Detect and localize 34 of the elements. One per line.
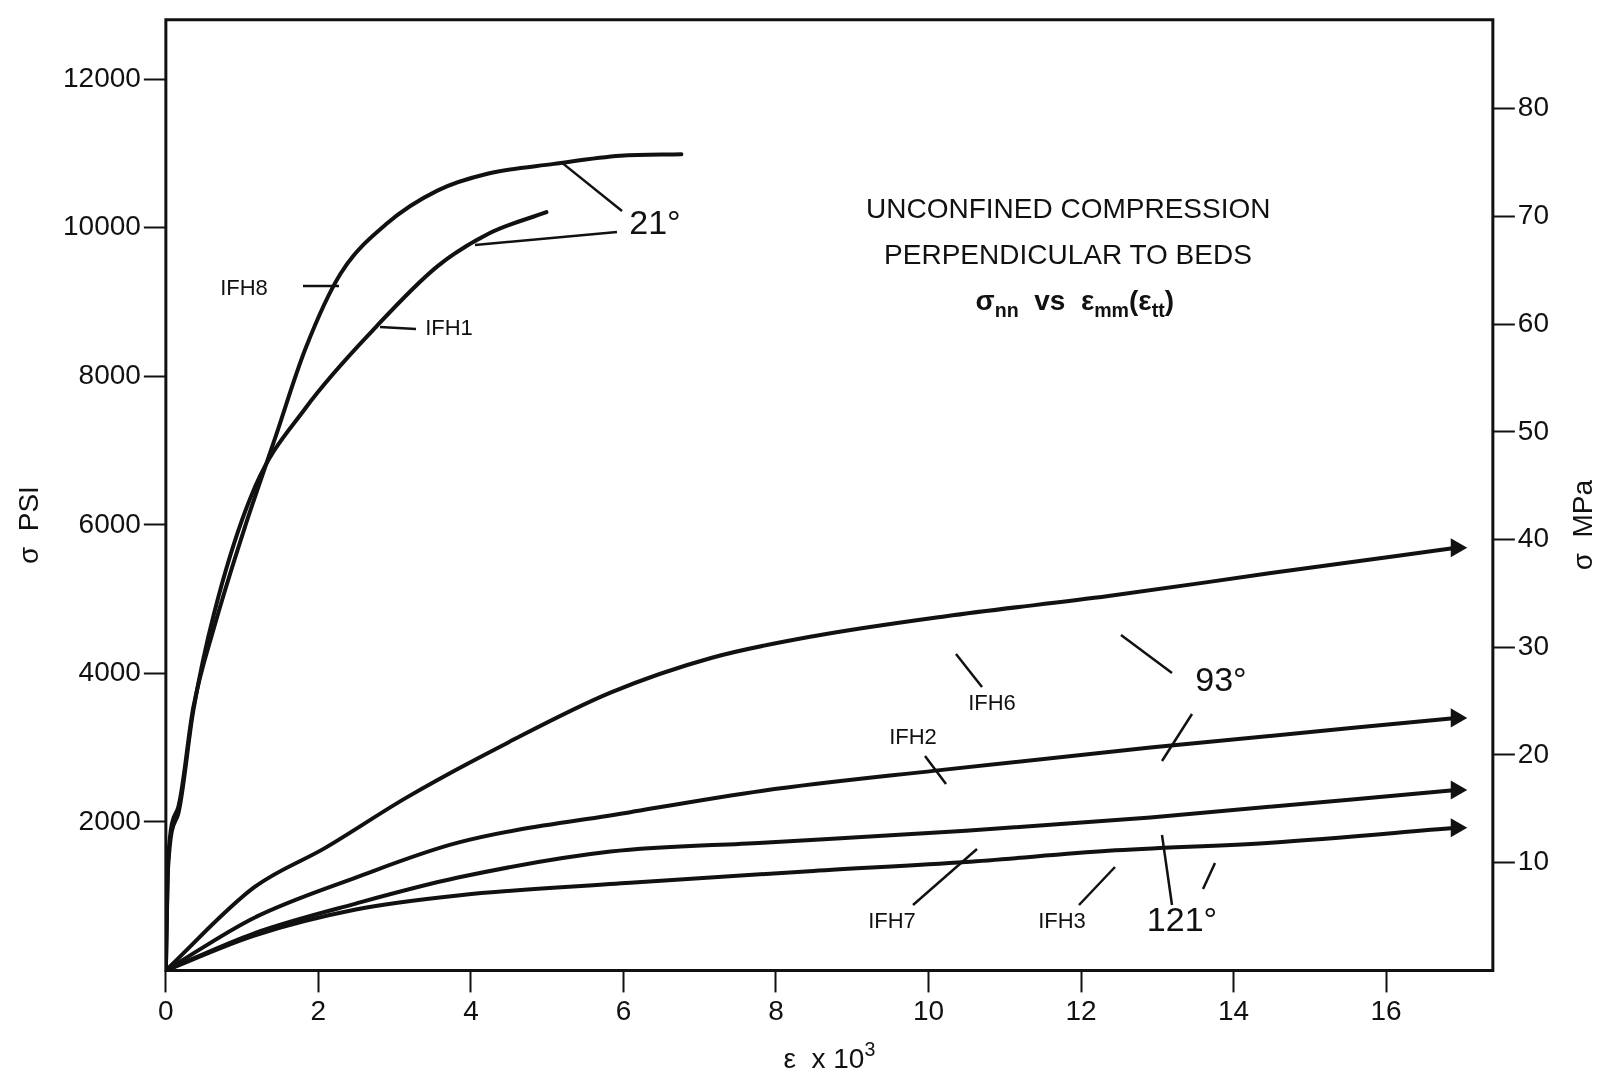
y2-tick-label: 80 <box>1517 91 1550 123</box>
y2-axis-title: σ MPa <box>1566 479 1598 571</box>
y-axis-title: σ PSI <box>12 486 44 565</box>
annotation: IFH3 <box>1038 908 1086 934</box>
x-tick-label: 8 <box>768 994 784 1026</box>
y2-tick-label: 30 <box>1517 629 1550 661</box>
x-tick-label: 12 <box>1065 994 1097 1026</box>
annotation: 21° <box>629 203 681 242</box>
y2-tick-label: 10 <box>1517 845 1550 877</box>
y-tick-label: 6000 <box>78 507 141 539</box>
y-tick-label: 12000 <box>62 61 141 93</box>
y-tick-label: 8000 <box>78 358 141 390</box>
annotation: IFH6 <box>968 690 1016 716</box>
annotation: 93° <box>1195 660 1247 699</box>
y-tick-label: 4000 <box>78 656 141 688</box>
y-tick-label: 10000 <box>62 210 141 242</box>
x-tick-label: 4 <box>463 994 479 1026</box>
x-tick-label: 2 <box>310 994 327 1026</box>
x-tick-label: 6 <box>615 994 632 1026</box>
y2-tick-label: 70 <box>1517 199 1550 231</box>
y-tick-label: 2000 <box>78 804 141 836</box>
x-tick-label: 16 <box>1370 994 1402 1026</box>
y2-tick-label: 20 <box>1517 737 1550 769</box>
annotation: 121° <box>1146 900 1218 939</box>
x-tick-label: 10 <box>912 994 945 1026</box>
y2-tick-label: 60 <box>1517 306 1550 338</box>
y2-tick-label: 50 <box>1517 414 1550 446</box>
annotation: IFH1 <box>425 315 473 341</box>
annotation: IFH8 <box>220 275 268 301</box>
y2-tick-label: 40 <box>1517 522 1550 554</box>
annotation: IFH7 <box>868 908 916 934</box>
x-tick-label: 14 <box>1217 994 1250 1026</box>
x-tick-label: 0 <box>158 994 174 1026</box>
annotation: IFH2 <box>889 724 937 750</box>
